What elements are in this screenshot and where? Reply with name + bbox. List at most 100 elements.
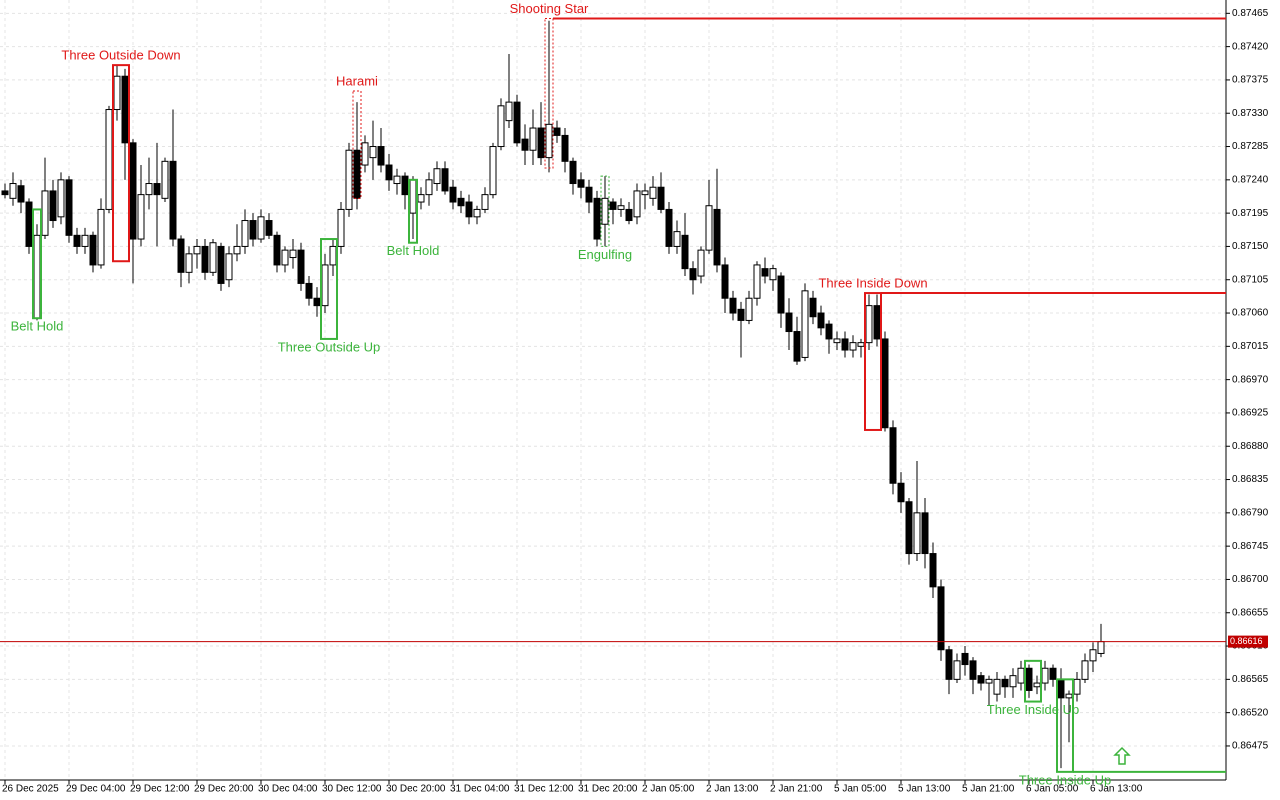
- pattern-label: Shooting Star: [510, 1, 589, 16]
- candle-body: [41, 190, 49, 236]
- candle-body: [393, 175, 401, 185]
- y-tick-label: 0.86790: [1232, 507, 1269, 518]
- candle-body: [857, 342, 865, 347]
- pattern-label: Three Inside Down: [818, 275, 927, 290]
- candle-body: [1001, 678, 1009, 688]
- pattern-label: Three Outside Up: [278, 339, 381, 354]
- signal-arrow: [1113, 746, 1131, 765]
- candle-body: [745, 297, 753, 321]
- candle-body: [153, 183, 161, 196]
- candle-body: [849, 342, 857, 351]
- candle-body: [577, 179, 585, 188]
- x-tick-label: 6 Jan 13:00: [1090, 784, 1143, 795]
- y-tick-label: 0.86475: [1232, 741, 1269, 752]
- candle-body: [825, 323, 833, 340]
- candle-body: [665, 208, 673, 247]
- candle-body: [529, 127, 537, 151]
- candle-body: [945, 649, 953, 680]
- candle-body: [681, 234, 689, 270]
- candle-body: [137, 194, 145, 240]
- candle-body: [561, 134, 569, 162]
- candle-body: [601, 197, 609, 225]
- y-tick-label: 0.86655: [1232, 607, 1269, 618]
- candle-body: [169, 160, 177, 240]
- pattern-box: [408, 178, 418, 244]
- candle-body: [553, 127, 561, 136]
- candle-body: [929, 553, 937, 588]
- candle-body: [793, 331, 801, 362]
- candle-body: [993, 678, 1001, 695]
- y-tick-label: 0.86520: [1232, 707, 1269, 718]
- candle-body: [241, 220, 249, 247]
- candle-body: [913, 512, 921, 555]
- candle-body: [753, 264, 761, 299]
- candle-body: [697, 249, 705, 277]
- x-tick-label: 29 Dec 04:00: [66, 784, 126, 795]
- candle-body: [337, 208, 345, 247]
- candle-body: [905, 501, 913, 555]
- candle-body: [609, 201, 617, 210]
- x-tick-label: 5 Jan 21:00: [962, 784, 1015, 795]
- y-tick-label: 0.86970: [1232, 374, 1269, 385]
- candle-body: [953, 660, 961, 680]
- y-tick-label: 0.86745: [1232, 541, 1269, 552]
- y-tick-label: 0.86925: [1232, 408, 1269, 419]
- pattern-box: [1056, 678, 1074, 773]
- candle-body: [209, 242, 217, 273]
- x-tick-label: 30 Dec 04:00: [258, 784, 318, 795]
- candle-body: [33, 234, 41, 319]
- pattern-label: Belt Hold: [11, 319, 64, 334]
- candle-body: [1065, 693, 1073, 699]
- x-tick-label: 31 Dec 20:00: [578, 784, 638, 795]
- candle-body: [385, 164, 393, 181]
- candle-body: [585, 186, 593, 203]
- candle-body: [705, 205, 713, 251]
- candle-body: [737, 308, 745, 321]
- candle-body: [97, 208, 105, 266]
- candle-body: [641, 190, 649, 196]
- candle-body: [481, 194, 489, 210]
- candle-body: [89, 234, 97, 266]
- pattern-box: [112, 64, 130, 263]
- y-tick-label: 0.86835: [1232, 474, 1269, 485]
- candle-body: [233, 245, 241, 255]
- y-tick-label: 0.87105: [1232, 274, 1269, 285]
- candle-body: [865, 305, 873, 344]
- candle-body: [801, 290, 809, 358]
- candle-body: [833, 338, 841, 344]
- candle-body: [969, 660, 977, 680]
- x-tick-label: 29 Dec 20:00: [194, 784, 254, 795]
- y-tick-label: 0.87015: [1232, 341, 1269, 352]
- x-tick-label: 31 Dec 04:00: [450, 784, 510, 795]
- pattern-box: [352, 90, 362, 199]
- candle-body: [505, 101, 513, 122]
- candle-body: [265, 220, 273, 236]
- candle-body: [257, 216, 265, 240]
- candle-body: [177, 238, 185, 273]
- y-tick-label: 0.87285: [1232, 141, 1269, 152]
- candle-body: [25, 201, 33, 247]
- candle-body: [369, 146, 377, 159]
- y-tick-label: 0.86700: [1232, 574, 1269, 585]
- candle-body: [937, 586, 945, 651]
- candle-body: [73, 234, 81, 247]
- current-price-box: [1228, 635, 1268, 648]
- candle-body: [185, 253, 193, 273]
- pattern-label: Harami: [336, 73, 378, 88]
- candle-body: [961, 652, 969, 666]
- y-tick-label: 0.87060: [1232, 308, 1269, 319]
- candle-body: [673, 231, 681, 247]
- candle-body: [57, 179, 65, 218]
- candle-body: [1081, 660, 1089, 680]
- candle-body: [289, 249, 297, 259]
- candle-body: [217, 245, 225, 284]
- candle-body: [409, 179, 417, 214]
- candle-body: [689, 268, 697, 281]
- candle-body: [569, 160, 577, 185]
- pattern-box: [1024, 659, 1042, 703]
- pattern-label: Belt Hold: [387, 243, 440, 258]
- candle-body: [17, 185, 25, 203]
- pattern-box: [320, 238, 338, 340]
